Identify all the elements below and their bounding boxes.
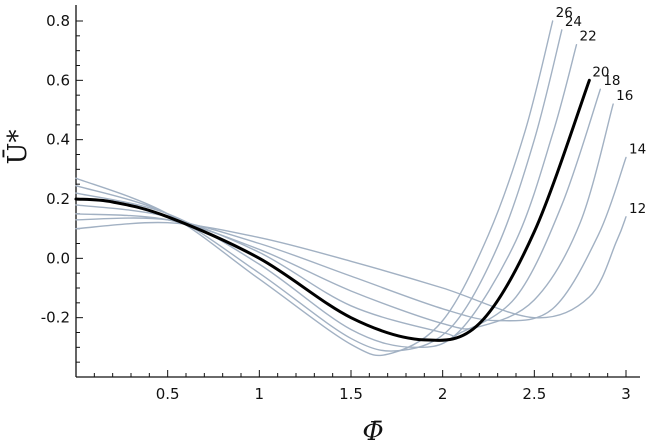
series-line-14: [75, 156, 627, 322]
series-label-20: 20: [592, 64, 609, 80]
y-ticks: -0.2 0.0 0.2 0.4 0.6 0.8: [41, 12, 83, 378]
x-tick-label: 1.5: [339, 385, 363, 403]
series-line-12: [75, 216, 627, 319]
x-ticks: 0.5 1 1.5 2 2.5 3: [93, 370, 631, 403]
series-line-24: [75, 29, 563, 352]
series-label-16: 16: [616, 88, 633, 104]
series-label-18: 18: [603, 73, 620, 89]
y-tick-label: 0.0: [46, 249, 70, 267]
series-label-12: 12: [629, 201, 646, 217]
y-tick-label: 0.6: [46, 71, 70, 89]
y-tick-label: -0.2: [41, 309, 70, 327]
series-line-26: [75, 20, 554, 357]
x-tick-label: 2.5: [522, 385, 546, 403]
curves: [74, 20, 627, 357]
x-tick-label: 3: [621, 385, 631, 403]
series-label-24: 24: [565, 14, 582, 30]
x-tick-label: 0.5: [156, 385, 180, 403]
x-tick-label: 2: [438, 385, 448, 403]
series-line-16: [75, 103, 614, 330]
series-label-22: 22: [580, 29, 597, 45]
y-axis-title: Ū*: [2, 130, 33, 165]
x-axis-title: Φ̄: [362, 417, 383, 446]
y-tick-label: 0.4: [46, 131, 70, 149]
y-tick-label: 0.8: [46, 12, 70, 30]
y-tick-label: 0.2: [46, 190, 70, 208]
axes: 0.5 1 1.5 2 2.5 3 -0.2 0.0 0.2 0.4 0.6 0.8: [41, 5, 640, 403]
series-line-18: [75, 88, 602, 338]
x-tick-label: 1: [255, 385, 265, 403]
series-label-14: 14: [629, 141, 646, 157]
series-label-26: 26: [556, 5, 573, 21]
series-line-20: [74, 78, 591, 342]
